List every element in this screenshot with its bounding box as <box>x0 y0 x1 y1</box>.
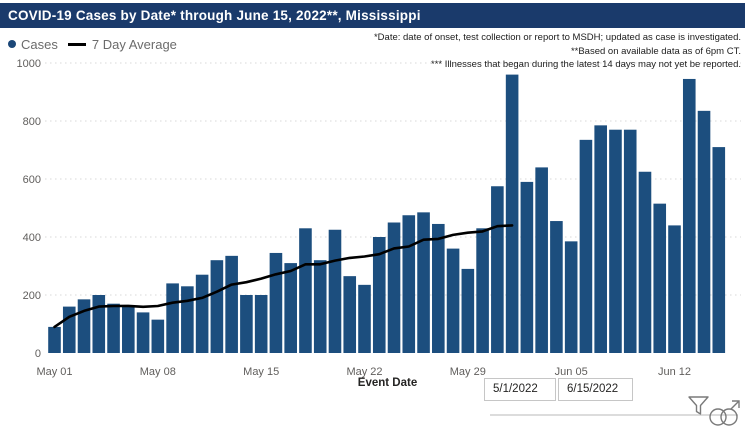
cases-bar[interactable] <box>358 284 371 353</box>
cases-bar[interactable] <box>579 139 593 353</box>
cases-bar[interactable] <box>284 263 297 353</box>
cases-bar[interactable] <box>697 110 711 353</box>
cases-bar[interactable] <box>535 167 548 353</box>
cases-bar[interactable] <box>343 276 357 353</box>
cases-bar[interactable] <box>417 212 430 353</box>
cases-bar[interactable] <box>712 147 726 353</box>
cases-bar[interactable] <box>210 260 224 353</box>
cases-bar[interactable] <box>682 78 696 353</box>
cases-bar[interactable] <box>476 228 489 353</box>
y-axis-tick-label: 400 <box>23 232 41 244</box>
cases-bar[interactable] <box>446 248 460 353</box>
cases-bar[interactable] <box>402 215 416 353</box>
cases-bar[interactable] <box>638 171 652 353</box>
cases-bar[interactable] <box>491 186 504 353</box>
x-axis-tick-label: Jun 05 <box>555 366 588 378</box>
cases-bar[interactable] <box>77 299 91 353</box>
cases-bar[interactable] <box>48 326 61 353</box>
cases-bar[interactable] <box>240 295 253 353</box>
filter-icon[interactable] <box>687 395 710 416</box>
cases-bar[interactable] <box>653 203 667 353</box>
y-axis-tick-label: 800 <box>23 116 41 128</box>
cases-bar[interactable] <box>195 274 209 353</box>
cases-bar[interactable] <box>550 221 563 353</box>
cases-bar[interactable] <box>181 286 194 353</box>
y-axis-tick-label: 1000 <box>17 58 41 70</box>
cases-bar[interactable] <box>505 74 519 353</box>
cases-bar[interactable] <box>151 319 165 353</box>
cases-bar[interactable] <box>623 129 637 353</box>
cases-bar[interactable] <box>668 225 681 353</box>
seven-day-average-line <box>53 224 514 329</box>
footnote-date-definition: *Date: date of onset, test collection or… <box>373 32 741 43</box>
page-title: COVID-19 Cases by Date* through June 15,… <box>0 3 745 28</box>
x-axis-tick-label: May 15 <box>243 366 279 378</box>
date-range-slider-track[interactable] <box>490 414 738 416</box>
avg-legend-line-icon <box>67 42 86 46</box>
x-axis-tick-label: May 01 <box>36 366 72 378</box>
cases-bar[interactable] <box>461 268 475 353</box>
date-range-end-input[interactable]: 6/15/2022 <box>558 378 633 401</box>
cases-bar[interactable] <box>62 306 76 353</box>
legend-avg-label: 7 Day Average <box>91 36 177 52</box>
legend-cases-label: Cases <box>21 36 58 52</box>
y-axis-tick-label: 200 <box>23 290 41 302</box>
cases-bar[interactable] <box>372 237 386 353</box>
cases-bar[interactable] <box>432 223 445 353</box>
cases-bar[interactable] <box>269 252 283 353</box>
cases-bar[interactable] <box>225 255 238 353</box>
date-range-start-input[interactable]: 5/1/2022 <box>484 378 556 401</box>
x-axis-title: Event Date <box>357 377 418 389</box>
footnote-reporting-lag: *** Illnesses that began during the late… <box>431 59 741 70</box>
legend: Cases 7 Day Average <box>8 35 177 53</box>
cases-legend-dot-icon <box>8 40 16 48</box>
footnotes: *Date: date of onset, test collection or… <box>374 31 741 72</box>
cases-bar[interactable] <box>136 312 150 353</box>
x-axis-tick-label: May 29 <box>450 366 486 378</box>
cases-bar[interactable] <box>328 229 342 353</box>
x-axis-tick-label: May 22 <box>346 366 382 378</box>
cases-bar[interactable] <box>313 260 327 353</box>
cases-bar[interactable] <box>254 295 268 353</box>
cases-bar[interactable] <box>520 181 534 353</box>
y-axis-tick-label: 600 <box>23 174 41 186</box>
cases-bar[interactable] <box>387 222 401 354</box>
x-axis-tick-label: Jun 12 <box>658 366 691 378</box>
cases-bar[interactable] <box>609 129 622 353</box>
cases-bar[interactable] <box>166 283 179 353</box>
cases-bar[interactable] <box>299 228 312 353</box>
cases-bar[interactable] <box>564 241 578 353</box>
cases-bar[interactable] <box>107 303 120 353</box>
footnote-data-as-of: **Based on available data as of 6pm CT. <box>570 45 741 57</box>
cases-bar[interactable] <box>92 295 106 353</box>
y-axis-tick-label: 0 <box>35 348 41 360</box>
cases-bar[interactable] <box>122 305 135 353</box>
zoom-selection-icon[interactable] <box>708 399 742 427</box>
x-axis-tick-label: May 08 <box>140 366 176 378</box>
cases-bar[interactable] <box>594 125 607 353</box>
